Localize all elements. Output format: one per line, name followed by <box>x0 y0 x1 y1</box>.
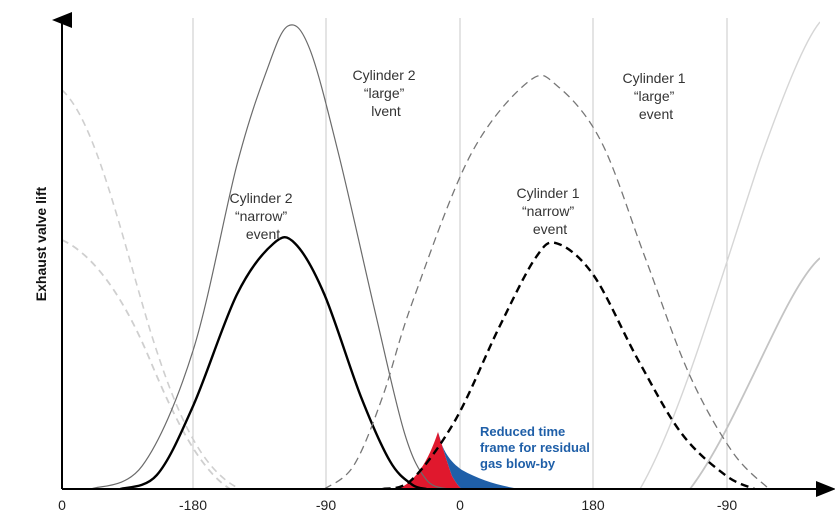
ghost-curve-left-large <box>62 89 241 489</box>
annotation-line: “narrow” <box>522 203 574 219</box>
annotation-blowby: Reduced time frame for residual gas blow… <box>480 424 593 471</box>
annotation-line: frame for residual <box>480 440 590 455</box>
annotation-line: event <box>639 106 673 122</box>
x-tick-label: -180 <box>179 497 207 513</box>
ghost-curves <box>62 21 820 489</box>
annotation-line: Cylinder 1 <box>517 185 580 201</box>
annotation-line: “narrow” <box>235 208 287 224</box>
annotation-cylinder2-narrow: Cylinder 2 “narrow” event <box>230 190 297 242</box>
annotation-cylinder2-large: Cylinder 2 “large” lvent <box>353 67 420 119</box>
x-tick-label: 0 <box>58 497 66 513</box>
ghost-curve-left-narrow <box>62 239 231 489</box>
x-tick-label: -90 <box>316 497 336 513</box>
x-tick-labels: 0 -180 -90 0 180 -90 <box>58 497 737 513</box>
annotation-line: Reduced time <box>480 424 565 439</box>
blowby-region-blue <box>438 432 520 489</box>
x-tick-label: 0 <box>456 497 464 513</box>
annotation-cylinder1-narrow: Cylinder 1 “narrow” event <box>517 185 584 237</box>
annotation-line: Cylinder 2 <box>353 67 416 83</box>
annotation-line: Cylinder 1 <box>623 70 686 86</box>
annotation-line: lvent <box>371 103 401 119</box>
x-tick-label: 180 <box>581 497 605 513</box>
annotation-line: “large” <box>364 85 405 101</box>
annotation-line: gas blow-by <box>480 456 556 471</box>
axes <box>52 12 835 497</box>
grid-lines <box>192 18 728 489</box>
annotation-line: event <box>533 221 567 237</box>
annotation-line: event <box>246 226 280 242</box>
annotation-line: Cylinder 2 <box>230 190 293 206</box>
series-curves <box>90 24 770 489</box>
series-curve-cyl1-narrow <box>382 241 755 489</box>
annotations: Cylinder 2 “large” lvent Cylinder 2 “nar… <box>230 67 690 471</box>
x-tick-label: -90 <box>717 497 737 513</box>
series-curve-cyl2-narrow <box>119 236 427 489</box>
annotation-cylinder1-large: Cylinder 1 “large” event <box>623 70 690 122</box>
ghost-curve-right-large <box>639 21 820 489</box>
annotation-line: “large” <box>634 88 675 104</box>
series-curve-cyl1-large <box>323 74 770 489</box>
y-axis-label: Exhaust valve lift <box>33 186 49 301</box>
ghost-curve-right-narrow <box>689 257 820 489</box>
series-curve-cyl2-large <box>90 24 449 489</box>
